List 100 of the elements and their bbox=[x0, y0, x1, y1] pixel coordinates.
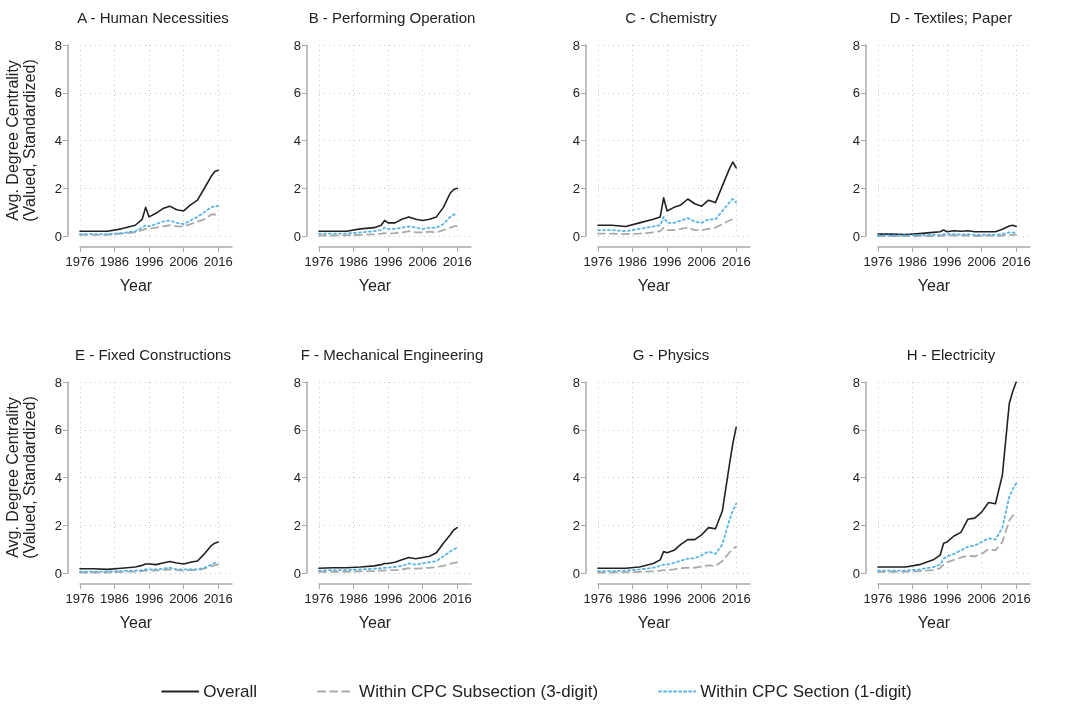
y-tick-label: 0 bbox=[293, 565, 301, 581]
x-tick-label: 1996 bbox=[134, 591, 164, 606]
y-tick-label: 4 bbox=[293, 133, 301, 148]
chart-title: C - Chemistry bbox=[625, 9, 718, 26]
x-tick-label: 2006 bbox=[169, 591, 199, 606]
x-axis-title: Year bbox=[119, 613, 153, 631]
chart-title: F - Mechanical Engineering bbox=[300, 346, 484, 363]
y-tick-label: 0 bbox=[852, 228, 860, 244]
line-series bbox=[597, 502, 738, 572]
line-series bbox=[597, 545, 738, 574]
y-tick-label: 4 bbox=[852, 470, 860, 485]
line-series bbox=[318, 213, 459, 235]
line-series bbox=[79, 541, 219, 571]
y-tick-label: 4 bbox=[54, 133, 62, 148]
line-series bbox=[318, 526, 458, 570]
x-tick-label: 2006 bbox=[169, 254, 199, 269]
x-tick-label: 1996 bbox=[652, 254, 682, 269]
x-tick-label: 1986 bbox=[618, 591, 648, 606]
y-tick-label: 6 bbox=[54, 85, 62, 101]
y-tick-label: 8 bbox=[572, 374, 580, 390]
x-tick-label: 1996 bbox=[932, 591, 962, 606]
x-tick-label: 1996 bbox=[932, 254, 962, 269]
x-tick-label: 1986 bbox=[100, 254, 130, 269]
y-tick-label: 4 bbox=[572, 470, 580, 485]
x-axis-title: Year bbox=[917, 613, 951, 631]
line-series bbox=[318, 561, 459, 573]
x-axis-title: Year bbox=[637, 613, 671, 631]
y-tick-label: 8 bbox=[572, 37, 580, 53]
y-axis-title: Avg. Degree Centrality (Valued, Standardized) bbox=[4, 59, 38, 222]
x-tick-label: 1976 bbox=[65, 254, 95, 269]
x-tick-label: 1986 bbox=[100, 591, 130, 606]
y-tick-label: 6 bbox=[54, 422, 62, 438]
line-series bbox=[79, 169, 219, 233]
y-tick-label: 8 bbox=[293, 374, 301, 390]
y-tick-label: 2 bbox=[293, 517, 301, 533]
y-tick-label: 6 bbox=[293, 85, 301, 101]
line-series bbox=[318, 225, 459, 237]
x-tick-label: 2006 bbox=[687, 591, 717, 606]
x-tick-label: 1986 bbox=[339, 254, 369, 269]
x-tick-label: 1976 bbox=[583, 254, 613, 269]
y-tick-label: 0 bbox=[852, 565, 860, 581]
x-tick-label: 2006 bbox=[687, 254, 717, 269]
x-tick-label: 2016 bbox=[1001, 254, 1031, 269]
chart-title: A - Human Necessities bbox=[77, 9, 229, 26]
x-tick-label: 1976 bbox=[65, 591, 95, 606]
y-tick-label: 8 bbox=[54, 37, 62, 53]
y-tick-label: 4 bbox=[293, 470, 301, 485]
x-tick-label: 2016 bbox=[721, 254, 751, 269]
x-tick-label: 2006 bbox=[967, 254, 997, 269]
y-tick-label: 6 bbox=[572, 85, 580, 101]
x-tick-label: 2016 bbox=[203, 591, 233, 606]
x-tick-label: 2016 bbox=[1001, 591, 1031, 606]
y-tick-label: 2 bbox=[852, 517, 860, 533]
x-tick-label: 1976 bbox=[304, 254, 334, 269]
line-series bbox=[597, 198, 738, 233]
y-tick-label: 8 bbox=[293, 37, 301, 53]
x-axis-title: Year bbox=[119, 276, 153, 294]
line-series bbox=[597, 426, 737, 570]
x-tick-label: 1976 bbox=[583, 591, 613, 606]
x-axis-title: Year bbox=[358, 276, 392, 294]
y-tick-label: 2 bbox=[54, 517, 62, 533]
chart-title: H - Electricity bbox=[906, 346, 996, 363]
x-tick-label: 1986 bbox=[898, 591, 928, 606]
line-series bbox=[877, 381, 1017, 568]
chart-title: G - Physics bbox=[632, 346, 710, 363]
x-axis-title: Year bbox=[637, 276, 671, 294]
y-tick-label: 0 bbox=[572, 565, 580, 581]
y-tick-label: 6 bbox=[852, 422, 860, 438]
x-tick-label: 1996 bbox=[652, 591, 682, 606]
y-tick-label: 2 bbox=[293, 180, 301, 196]
x-tick-label: 1976 bbox=[863, 254, 893, 269]
legend-label: Within CPC Subsection (3-digit) bbox=[359, 682, 599, 701]
y-tick-label: 2 bbox=[54, 180, 62, 196]
x-tick-label: 1996 bbox=[134, 254, 164, 269]
y-tick-label: 2 bbox=[572, 180, 580, 196]
y-tick-label: 6 bbox=[852, 85, 860, 101]
x-tick-label: 2016 bbox=[203, 254, 233, 269]
y-tick-label: 2 bbox=[852, 180, 860, 196]
x-tick-label: 2016 bbox=[721, 591, 751, 606]
y-tick-label: 8 bbox=[852, 374, 860, 390]
y-tick-label: 8 bbox=[54, 374, 62, 390]
y-tick-label: 2 bbox=[572, 517, 580, 533]
line-series bbox=[318, 187, 458, 233]
line-series bbox=[318, 547, 459, 572]
x-axis-title: Year bbox=[358, 613, 392, 631]
chart-title: B - Performing Operation bbox=[308, 9, 476, 26]
y-tick-label: 0 bbox=[572, 228, 580, 244]
x-tick-label: 1976 bbox=[304, 591, 334, 606]
x-tick-label: 1976 bbox=[863, 591, 893, 606]
x-tick-label: 1986 bbox=[618, 254, 648, 269]
x-tick-label: 2016 bbox=[442, 254, 472, 269]
x-tick-label: 2016 bbox=[442, 591, 472, 606]
x-tick-label: 1986 bbox=[339, 591, 369, 606]
chart-title: D - Textiles; Paper bbox=[889, 9, 1013, 26]
line-series bbox=[877, 482, 1018, 572]
y-tick-label: 0 bbox=[54, 228, 62, 244]
legend-label: Within CPC Section (1-digit) bbox=[700, 682, 912, 701]
x-tick-label: 1996 bbox=[373, 254, 403, 269]
y-tick-label: 0 bbox=[293, 228, 301, 244]
chart-title: E - Fixed Constructions bbox=[75, 346, 231, 363]
